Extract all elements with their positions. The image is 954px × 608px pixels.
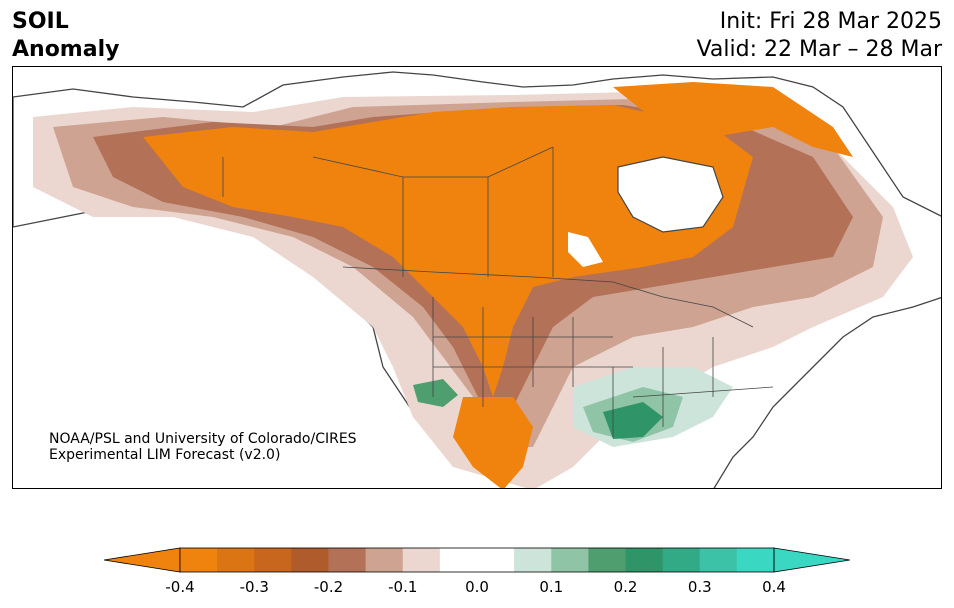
dry-region-northeast	[613, 82, 853, 157]
colorbar-segment	[439, 548, 478, 572]
colorbar-extend-low	[104, 547, 181, 573]
colorbar-segment	[328, 548, 367, 572]
colorbar	[104, 547, 850, 573]
colorbar-segment	[402, 548, 441, 572]
colorbar-tick-label: -0.3	[239, 578, 269, 596]
colorbar-segment	[217, 548, 255, 572]
colorbar-segment	[477, 548, 515, 572]
colorbar-tick-label: -0.4	[165, 578, 195, 596]
init-date: Init: Fri 28 Mar 2025	[719, 9, 942, 34]
colorbar-segment	[699, 548, 738, 572]
credit-line-1: NOAA/PSL and University of Colorado/CIRE…	[49, 431, 357, 447]
date-info: Init: Fri 28 Mar 2025 Valid: 22 Mar – 28…	[697, 8, 942, 64]
map-title: SOIL Anomaly	[12, 8, 119, 64]
dry-region-core	[143, 105, 753, 397]
colorbar-segment	[291, 548, 329, 572]
valid-range: Valid: 22 Mar – 28 Mar	[696, 37, 942, 62]
colorbar-tick-label: 0.4	[762, 578, 786, 596]
hudson-bay	[617, 156, 724, 233]
colorbar-segment	[662, 548, 701, 572]
title-line-1: SOIL	[12, 9, 69, 34]
colorbar-segment	[588, 548, 626, 572]
title-line-2: Anomaly	[12, 37, 120, 62]
dry-region-southwest	[453, 397, 533, 488]
colorbar-segment	[551, 548, 589, 572]
credit-text: NOAA/PSL and University of Colorado/CIRE…	[49, 431, 357, 463]
colorbar-tick-label: 0.2	[613, 578, 638, 596]
colorbar-segment	[514, 548, 552, 572]
map-panel	[12, 66, 942, 489]
colorbar-tick-label: -0.2	[313, 578, 344, 596]
wet-region-strong	[603, 402, 663, 439]
wet-region-west	[413, 379, 458, 407]
colorbar-segment	[254, 548, 292, 572]
colorbar-segment	[365, 548, 404, 572]
colorbar-tick-label: -0.1	[388, 578, 418, 596]
colorbar-segment	[736, 548, 775, 572]
colorbar-tick-label: 0.0	[465, 578, 489, 596]
colorbar-tick-label: 0.3	[687, 578, 712, 596]
colorbar-tick-label: 0.1	[539, 578, 564, 596]
anomaly-map	[13, 71, 941, 488]
colorbar-segment	[625, 548, 664, 572]
colorbar-extend-high	[773, 547, 850, 573]
colorbar-outline	[179, 547, 775, 573]
credit-line-2: Experimental LIM Forecast (v2.0)	[49, 447, 281, 463]
colorbar-segment	[180, 548, 218, 572]
near-zero-patch	[568, 232, 603, 267]
boundaries	[222, 146, 774, 437]
